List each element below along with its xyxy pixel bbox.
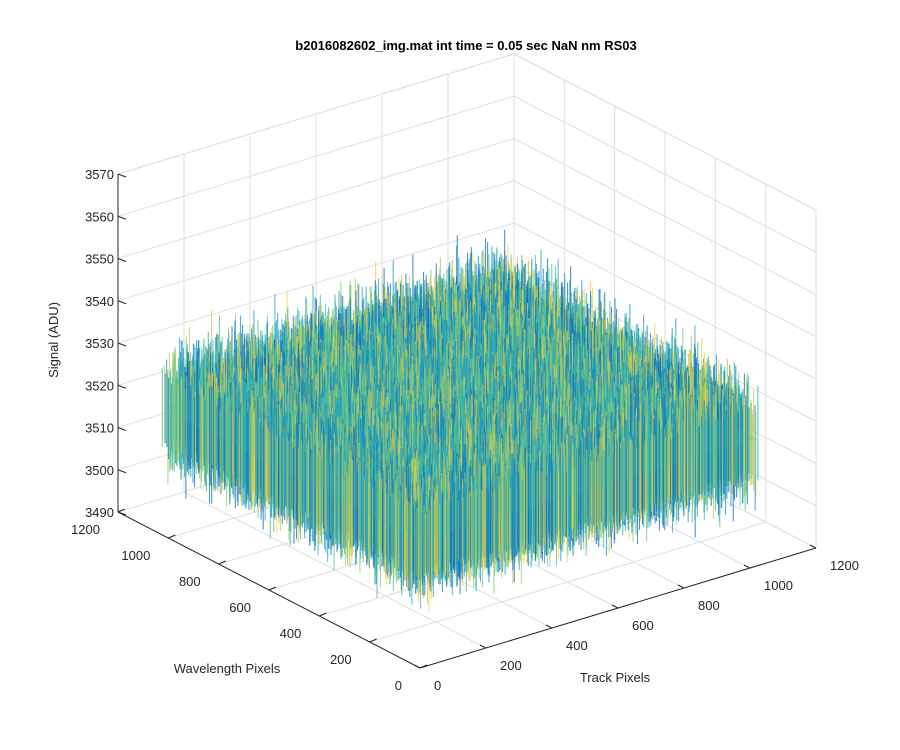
grid-line: [513, 95, 817, 253]
grid-line: [513, 222, 817, 380]
grid-line: [513, 138, 817, 295]
grid-line: [513, 180, 817, 338]
box-edge: [117, 53, 515, 175]
box-edge: [513, 53, 817, 211]
grid-line: [117, 180, 515, 302]
grid-line: [369, 521, 766, 643]
grid-line: [117, 138, 515, 259]
surface-plot: [161, 229, 759, 612]
grid-line: [117, 95, 515, 217]
grid-line: [117, 222, 515, 344]
